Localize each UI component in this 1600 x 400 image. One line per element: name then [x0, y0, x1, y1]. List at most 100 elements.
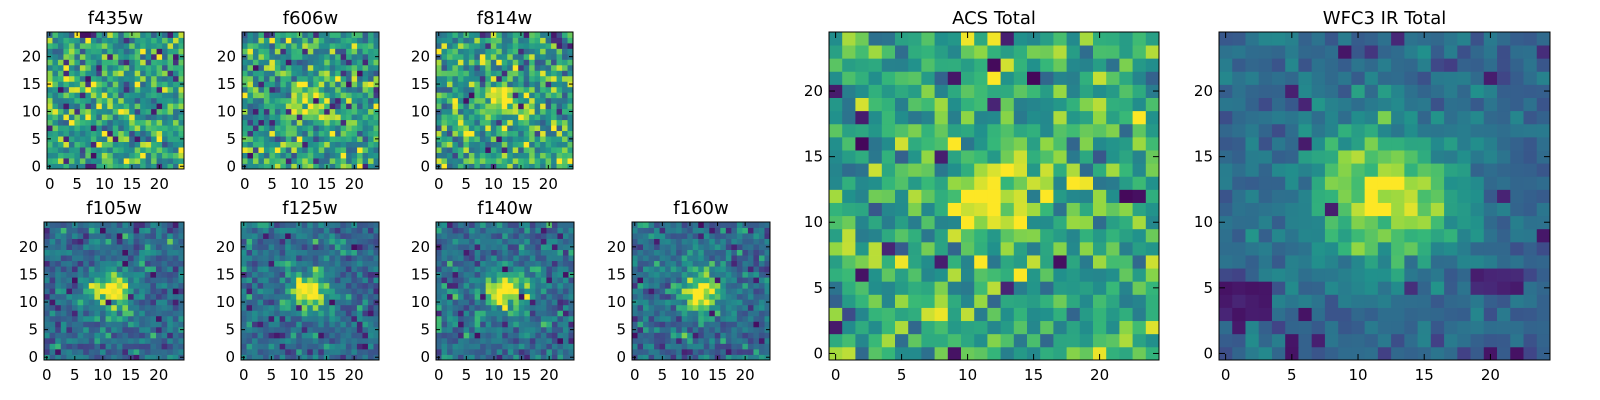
heatmap-cell [329, 32, 336, 38]
heatmap-cell [523, 114, 530, 121]
heatmap-cell [758, 222, 765, 228]
heatmap-cell [83, 271, 90, 278]
heatmap-cell [345, 260, 352, 267]
heatmap-cell [105, 227, 112, 234]
heatmap-cell [307, 119, 314, 126]
heatmap-cell [557, 332, 564, 339]
heatmap-cell [96, 70, 103, 77]
heatmap-cell [329, 293, 336, 300]
heatmap-cell [512, 92, 519, 99]
heatmap-cell [63, 53, 70, 60]
heatmap-cell [540, 310, 547, 317]
y-tick-label: 10 [607, 293, 626, 311]
heatmap-cell [496, 332, 503, 339]
panel-title: f125w [282, 198, 337, 219]
heatmap-cell [1079, 268, 1094, 282]
heatmap-cell [551, 37, 557, 44]
heatmap-cell [112, 48, 119, 55]
heatmap-cell [335, 42, 342, 49]
heatmap-cell [632, 332, 638, 339]
heatmap-cell [296, 282, 303, 289]
heatmap-cells [436, 32, 574, 170]
heatmap-cell [167, 92, 174, 99]
heatmap-cell [540, 59, 546, 66]
heatmap-cell [362, 48, 369, 55]
heatmap-cell [302, 48, 309, 55]
heatmap-cell [567, 141, 574, 148]
y-tick-label: 15 [217, 75, 236, 93]
heatmap-cell [1027, 281, 1041, 295]
heatmap-cell [1013, 202, 1028, 217]
heatmap-cell [457, 119, 464, 126]
heatmap-cell [167, 70, 174, 77]
heatmap-cell [302, 108, 309, 115]
heatmap-cell [77, 337, 84, 344]
heatmap-cell [263, 282, 269, 289]
heatmap-cell [356, 255, 363, 262]
heatmap-cell [496, 288, 503, 295]
heatmap-cell [134, 103, 141, 110]
heatmap-cell [479, 114, 486, 121]
heatmap-cell [74, 86, 81, 93]
heatmap-cell [323, 288, 330, 295]
heatmap-cell [692, 293, 699, 300]
heatmap-cell [128, 260, 134, 267]
heatmap-cell [562, 130, 568, 137]
heatmap-cell [367, 277, 374, 284]
heatmap-cell [362, 103, 369, 110]
heatmap-cell [133, 293, 140, 300]
heatmap-cell [720, 310, 727, 317]
heatmap-cell [252, 293, 258, 300]
heatmap-cell [77, 227, 84, 234]
heatmap-cell [562, 163, 568, 170]
heatmap-cell [764, 249, 771, 256]
heatmap-cell [116, 238, 123, 245]
heatmap-cell [269, 108, 276, 115]
heatmap-cell [90, 81, 97, 88]
x-tick-label: 20 [150, 175, 169, 193]
heatmap-cell [83, 255, 90, 262]
heatmap-cell [446, 97, 453, 104]
heatmap-cell [167, 260, 174, 267]
heatmap-cell [318, 277, 325, 284]
heatmap-cell [436, 348, 442, 355]
heatmap-cell [373, 48, 380, 55]
heatmap-cell [1106, 333, 1120, 348]
heatmap-cell [269, 64, 276, 71]
heatmap-cell [79, 75, 86, 82]
heatmap-cell [285, 86, 292, 93]
heatmap-cell [346, 59, 352, 66]
x-tick-label: 15 [708, 366, 727, 384]
heatmap-cell [167, 48, 174, 55]
heatmap-cell [161, 310, 168, 317]
heatmap-cell [94, 271, 101, 278]
heatmap-cell [546, 255, 553, 262]
heatmap-cell [340, 238, 347, 245]
heatmap-cell [307, 114, 314, 121]
heatmap-cell [296, 53, 303, 60]
heatmap-cell [313, 152, 320, 159]
heatmap-cell [173, 141, 179, 148]
heatmap-cell [731, 266, 738, 273]
heatmap-cell [57, 70, 64, 77]
heatmap-cell [101, 75, 108, 82]
heatmap-cell [252, 222, 258, 228]
heatmap-cell [144, 315, 151, 322]
heatmap-cell [79, 114, 86, 121]
heatmap-cell [447, 321, 453, 328]
heatmap-cell [247, 141, 254, 148]
heatmap-cell [373, 266, 380, 273]
heatmap-cell [1106, 281, 1120, 295]
heatmap-cell [323, 337, 330, 344]
heatmap-cell [100, 332, 106, 339]
heatmap-cell [112, 70, 119, 77]
heatmap-cell [296, 299, 303, 306]
heatmap-cell [167, 108, 174, 115]
heatmap-cell [501, 108, 508, 115]
heatmap-cell [535, 348, 542, 355]
heatmap-cell [312, 304, 319, 311]
heatmap-cell [485, 32, 492, 38]
heatmap-cell [335, 119, 342, 126]
heatmap-cell [557, 227, 564, 234]
